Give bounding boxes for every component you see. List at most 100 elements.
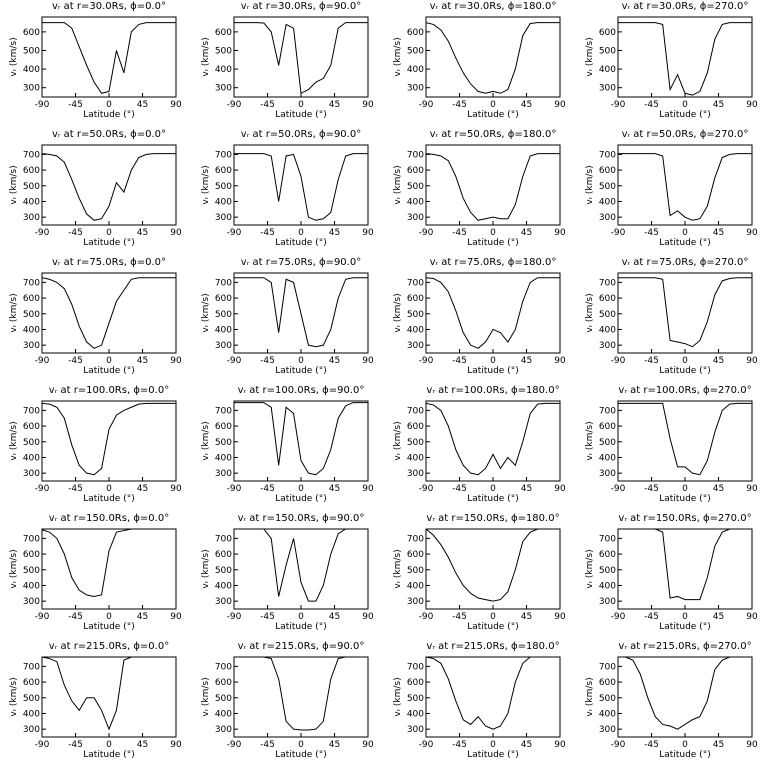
y-axis-label: vᵣ (km/s) xyxy=(393,293,403,332)
plot-frame xyxy=(41,528,177,610)
y-tick-label: 600 xyxy=(599,166,616,176)
y-tick-label: 600 xyxy=(407,422,424,432)
x-tick-label: 0 xyxy=(298,356,304,366)
x-tick-label: -45 xyxy=(644,612,659,622)
data-line xyxy=(425,656,560,730)
x-tick-label: 90 xyxy=(362,100,374,110)
y-tick-label: 500 xyxy=(407,310,424,320)
x-axis-label: Latitude (°) xyxy=(467,366,518,376)
panel-title: vᵣ at r=150.0Rs, ϕ=180.0° xyxy=(426,513,559,524)
data-line xyxy=(618,402,752,476)
panel-title: vᵣ at r=215.0Rs, ϕ=180.0° xyxy=(426,641,559,652)
x-tick-label: -45 xyxy=(644,356,659,366)
y-tick-label: 300 xyxy=(407,341,424,351)
y-axis-label: vᵣ (km/s) xyxy=(9,165,19,204)
x-tick-label: 90 xyxy=(554,228,566,238)
data-line xyxy=(618,528,752,601)
data-line xyxy=(618,277,752,348)
x-tick-label: -45 xyxy=(452,612,467,622)
data-line xyxy=(425,22,560,94)
y-tick-label: 500 xyxy=(215,46,232,56)
panel: vᵣ at r=150.0Rs, ϕ=0.0° -90 -45 0 45 90 300 400… xyxy=(9,513,182,632)
x-tick-label: -90 xyxy=(611,356,626,366)
y-tick-label: 300 xyxy=(215,341,232,351)
y-tick-label: 500 xyxy=(599,182,616,192)
y-tick-label: 300 xyxy=(215,213,232,223)
y-axis-label: vᵣ (km/s) xyxy=(585,421,595,460)
y-tick-label: 700 xyxy=(215,534,232,544)
plot-frame xyxy=(41,144,177,226)
x-axis-label: Latitude (°) xyxy=(275,238,326,248)
x-tick-label: -45 xyxy=(68,612,83,622)
panel-title: vᵣ at r=75.0Rs, ϕ=180.0° xyxy=(430,257,557,268)
data-line xyxy=(41,528,176,597)
plot-frame xyxy=(41,400,177,482)
plot-frame xyxy=(233,400,369,482)
y-tick-label: 700 xyxy=(407,662,424,672)
y-axis-label: vᵣ (km/s) xyxy=(393,549,403,588)
x-tick-label: 45 xyxy=(137,356,148,366)
plot-frame xyxy=(425,400,561,482)
y-tick-label: 500 xyxy=(599,438,616,448)
y-tick-label: 400 xyxy=(599,453,616,463)
y-tick-label: 500 xyxy=(599,694,616,704)
y-tick-label: 600 xyxy=(599,550,616,560)
panel-title: vᵣ at r=30.0Rs, ϕ=0.0° xyxy=(52,1,166,12)
x-tick-label: -45 xyxy=(260,612,275,622)
panel-title: vᵣ at r=150.0Rs, ϕ=270.0° xyxy=(618,513,751,524)
x-tick-label: -90 xyxy=(227,100,242,110)
panel: vᵣ at r=75.0Rs, ϕ=0.0° -90 -45 0 45 90 300 400 5… xyxy=(9,257,182,376)
x-tick-label: -90 xyxy=(611,228,626,238)
x-tick-label: -90 xyxy=(611,100,626,110)
y-tick-label: 700 xyxy=(599,662,616,672)
y-tick-label: 500 xyxy=(23,310,40,320)
y-tick-label: 700 xyxy=(215,406,232,416)
x-tick-label: -90 xyxy=(611,612,626,622)
x-tick-label: 45 xyxy=(329,356,340,366)
panel: vᵣ at r=30.0Rs, ϕ=180.0° -90 -45 0 45 90 300 40… xyxy=(393,1,566,120)
x-tick-label: 0 xyxy=(298,740,304,750)
data-line xyxy=(425,277,560,349)
y-axis-label: vᵣ (km/s) xyxy=(585,293,595,332)
y-tick-label: 600 xyxy=(215,166,232,176)
panel-title: vᵣ at r=215.0Rs, ϕ=90.0° xyxy=(238,641,365,652)
panel: vᵣ at r=150.0Rs, ϕ=270.0° -90 -45 0 45 90 300 4… xyxy=(585,513,758,632)
x-tick-label: -90 xyxy=(35,356,50,366)
plot-frame xyxy=(425,656,561,738)
y-tick-label: 300 xyxy=(23,84,40,94)
x-tick-label: 90 xyxy=(554,484,566,494)
y-tick-label: 500 xyxy=(215,310,232,320)
plot-frame xyxy=(617,144,753,226)
x-tick-label: -90 xyxy=(227,228,242,238)
x-tick-label: -45 xyxy=(68,484,83,494)
y-tick-label: 600 xyxy=(599,28,616,38)
x-tick-label: 90 xyxy=(170,100,182,110)
x-axis-label: Latitude (°) xyxy=(83,238,134,248)
panel-title: vᵣ at r=215.0Rs, ϕ=270.0° xyxy=(618,641,751,652)
y-axis-label: vᵣ (km/s) xyxy=(393,421,403,460)
x-axis-label: Latitude (°) xyxy=(83,494,134,504)
x-tick-label: -45 xyxy=(260,356,275,366)
y-tick-label: 300 xyxy=(599,469,616,479)
x-tick-label: 45 xyxy=(329,100,340,110)
y-tick-label: 300 xyxy=(599,597,616,607)
x-tick-label: -90 xyxy=(227,484,242,494)
x-tick-label: 0 xyxy=(490,228,496,238)
y-tick-label: 300 xyxy=(215,725,232,735)
y-tick-label: 300 xyxy=(23,597,40,607)
x-tick-label: -45 xyxy=(260,100,275,110)
y-axis-label: vᵣ (km/s) xyxy=(9,677,19,716)
x-tick-label: 45 xyxy=(329,228,340,238)
plot-frame xyxy=(617,16,753,98)
x-axis-label: Latitude (°) xyxy=(659,110,710,120)
y-tick-label: 500 xyxy=(215,566,232,576)
x-tick-label: 90 xyxy=(746,484,758,494)
y-axis-label: vᵣ (km/s) xyxy=(393,677,403,716)
y-tick-label: 700 xyxy=(599,278,616,288)
x-tick-label: 0 xyxy=(490,356,496,366)
data-line xyxy=(234,153,368,221)
plot-frame xyxy=(425,16,561,98)
x-tick-label: 45 xyxy=(713,484,724,494)
y-axis-label: vᵣ (km/s) xyxy=(9,37,19,76)
